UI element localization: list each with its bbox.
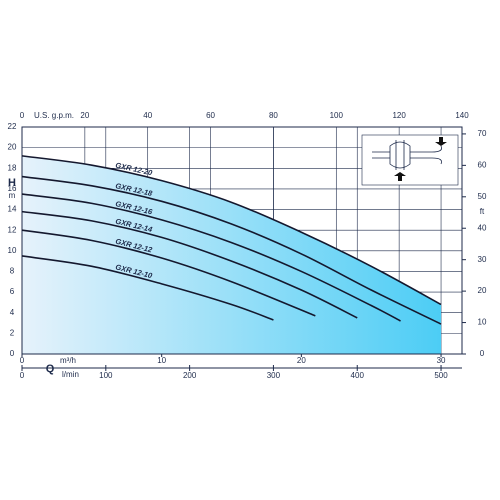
y-unit: m: [9, 191, 16, 200]
x3-tick-label: 0: [20, 371, 25, 380]
x2-tick-label: 20: [80, 111, 89, 120]
y-tick-label: 10: [8, 246, 17, 255]
x-unit: m³/h: [60, 356, 76, 365]
curve: [21, 229, 316, 317]
area: [22, 155, 442, 354]
x2-tick-label: 140: [455, 111, 469, 120]
y-tick-label: 16: [8, 184, 17, 193]
x-label: Q: [46, 363, 55, 375]
y-tick-label: 2: [10, 328, 15, 337]
curve: [21, 255, 274, 321]
x3-tick-label: 200: [183, 371, 197, 380]
curve: [21, 193, 401, 322]
y2-tick-label: 60: [478, 160, 487, 169]
x2-tick-label: 100: [330, 111, 344, 120]
x-tick-label: 0: [20, 356, 25, 365]
x3-unit: l/min: [62, 370, 79, 379]
x-tick-label: 20: [297, 356, 306, 365]
y2-tick-label: 50: [478, 192, 487, 201]
y2-tick-label: 20: [478, 286, 487, 295]
curve: [21, 155, 442, 306]
y-label: H: [8, 177, 16, 189]
y-tick-label: 22: [8, 122, 17, 131]
x2-tick-label: 60: [206, 111, 215, 120]
x3-tick-label: 100: [99, 371, 113, 380]
curve: [21, 210, 358, 319]
x2-unit: U.S. g.p.m.: [34, 111, 74, 120]
y-tick-label: 0: [10, 349, 15, 358]
pump-diagram: [361, 134, 459, 186]
y2-tick-label: 30: [478, 255, 487, 264]
y-tick-label: 18: [8, 163, 17, 172]
y-tick-label: 6: [10, 287, 15, 296]
x-tick-label: 30: [437, 356, 446, 365]
x2-tick-label: 120: [392, 111, 406, 120]
y-tick-label: 8: [10, 267, 15, 276]
x3-tick-label: 500: [434, 371, 448, 380]
y2-unit: ft: [480, 207, 485, 216]
curve: [21, 175, 442, 325]
y-tick-label: 4: [10, 308, 15, 317]
y-tick-label: 20: [8, 143, 17, 152]
y-tick-label: 14: [8, 205, 17, 214]
x-tick-label: 10: [157, 356, 166, 365]
plot-frame: [21, 126, 463, 355]
y2-tick-label: 70: [478, 129, 487, 138]
y-tick-label: 12: [8, 225, 17, 234]
x2-tick-label: 40: [143, 111, 152, 120]
y2-tick-label: 0: [480, 349, 485, 358]
x3-tick-label: 400: [351, 371, 365, 380]
x2-tick-label: 80: [269, 111, 278, 120]
x2-tick-label: 0: [20, 111, 25, 120]
y2-tick-label: 10: [478, 318, 487, 327]
x3-tick-label: 300: [267, 371, 281, 380]
y2-tick-label: 40: [478, 223, 487, 232]
